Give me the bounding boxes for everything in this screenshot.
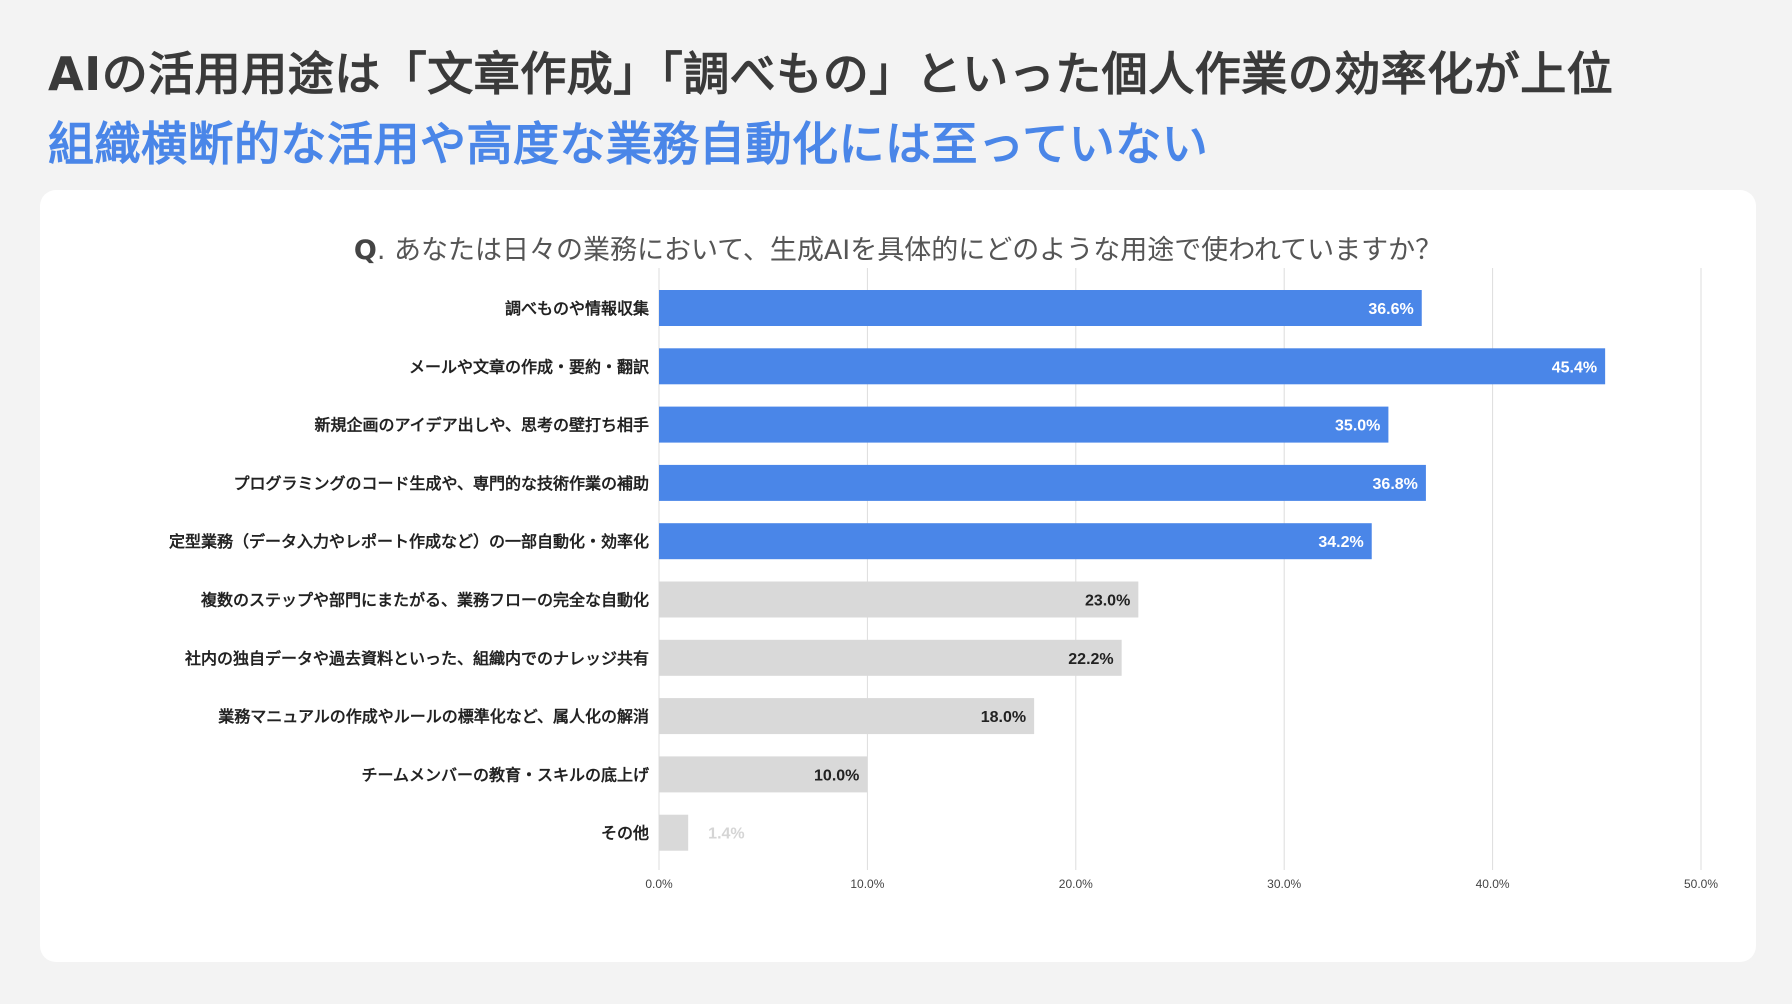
x-tick-label: 50.0% [1684, 877, 1718, 891]
bar [659, 523, 1372, 560]
bar [659, 464, 1426, 501]
bar [659, 581, 1139, 618]
value-label: 36.8% [1373, 476, 1418, 493]
bar [659, 639, 1122, 676]
value-label: 1.4% [708, 826, 744, 843]
category-label: 業務マニュアルの作成やルールの標準化など、属人化の解消 [217, 707, 649, 726]
survey-question: Q. あなたは日々の業務において、生成AIを具体的にどのような用途で使われていま… [40, 228, 1756, 267]
value-label: 36.6% [1368, 301, 1413, 318]
bar [659, 814, 689, 851]
bar-chart: 0.0% 10.0% 20.0% 30.0% 40.0% 50.0% 調べものや情報収集 36… [168, 268, 1718, 891]
bar [659, 756, 868, 793]
value-label: 18.0% [981, 709, 1026, 726]
x-tick-label: 40.0% [1476, 877, 1510, 891]
bar [659, 698, 1035, 735]
category-label: プログラミングのコード生成や、専門的な技術作業の補助 [233, 474, 649, 493]
category-label: 複数のステップや部門にまたがる、業務フローの完全な自動化 [200, 591, 649, 610]
value-label: 23.0% [1085, 593, 1130, 610]
category-label: 調べものや情報収集 [505, 299, 650, 318]
value-label: 34.2% [1318, 534, 1363, 551]
x-tick-label: 0.0% [645, 877, 673, 891]
chart-card: Q. あなたは日々の業務において、生成AIを具体的にどのような用途で使われていま… [40, 190, 1756, 962]
headline: AIの活用用途は「文章作成」「調べもの」といった個人作業の効率化が上位 [48, 47, 1614, 101]
category-label: その他 [601, 824, 649, 843]
bar [659, 406, 1389, 443]
value-label: 35.0% [1335, 418, 1380, 435]
question-text: . あなたは日々の業務において、生成AIを具体的にどのような用途で使われています… [376, 235, 1443, 266]
value-label: 10.0% [814, 767, 859, 784]
x-tick-label: 30.0% [1267, 877, 1301, 891]
value-label: 45.4% [1552, 359, 1597, 376]
bar [659, 290, 1422, 326]
x-tick-label: 20.0% [1059, 877, 1093, 891]
x-tick-label: 10.0% [850, 877, 884, 891]
bar [659, 348, 1606, 385]
category-label: チームメンバーの教育・スキルの底上げ [361, 765, 650, 784]
subhead: 組織横断的な活用や高度な業務自動化には至っていない [48, 117, 1209, 171]
category-label: 新規企画のアイデア出しや、思考の壁打ち相手 [314, 416, 649, 435]
value-label: 22.2% [1068, 651, 1113, 668]
category-label: メールや文章の作成・要約・翻訳 [409, 357, 650, 376]
question-prefix: Q [353, 235, 377, 266]
category-label: 社内の独自データや過去資料といった、組織内でのナレッジ共有 [184, 649, 649, 668]
category-label: 定型業務（データ入力やレポート作成など）の一部自動化・効率化 [168, 532, 649, 551]
